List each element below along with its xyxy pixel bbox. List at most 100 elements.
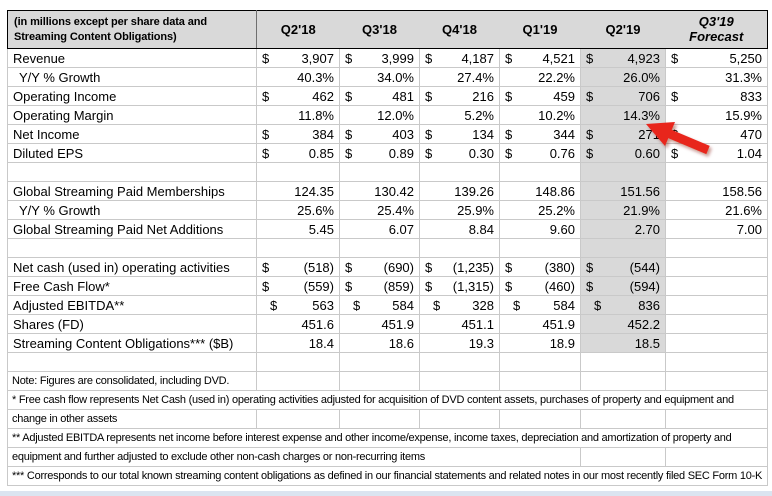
cell: $0.60 — [580, 143, 666, 163]
cell — [580, 162, 666, 182]
cell-value: (1,235) — [452, 259, 494, 275]
cell — [499, 162, 581, 182]
table-row: Shares (FD) 451.6 451.9 451.1 451.9 452.2 — [7, 314, 768, 334]
cell: $134 — [419, 124, 500, 144]
note-row: ** Adjusted EBITDA represents net income… — [7, 428, 768, 448]
dollar-sign: $ — [345, 88, 353, 104]
cell-value: 462 — [312, 88, 334, 104]
cell-value: (594) — [629, 278, 660, 294]
cell: 148.86 — [499, 181, 581, 201]
row-label: Y/Y % Growth — [7, 67, 257, 87]
table-row: Operating Income $462 $481 $216 $459 $706 $833 — [7, 86, 768, 106]
dollar-sign: $ — [671, 145, 679, 161]
cell-value: 328 — [472, 297, 494, 313]
row-label: Diluted EPS — [7, 143, 257, 163]
empty-cell — [499, 371, 581, 391]
cell — [339, 238, 420, 258]
dollar-sign: $ — [262, 50, 270, 66]
cell: 5.2% — [419, 105, 500, 125]
empty-cell — [499, 352, 581, 372]
cell: $ (544) — [580, 257, 666, 277]
note-row: Note: Figures are consolidated, includin… — [7, 371, 768, 391]
cell: 18.4 — [256, 333, 340, 353]
empty-cell — [665, 371, 768, 391]
cell-value: (380) — [544, 259, 575, 275]
col-header-q4-18: Q4'18 — [419, 10, 500, 49]
dollar-sign: $ — [586, 126, 594, 142]
col-header-q2-18: Q2'18 — [256, 10, 340, 49]
cell: 15.9% — [665, 105, 768, 125]
cell-value: 4,521 — [542, 50, 575, 66]
cell: $3,999 — [339, 48, 420, 68]
note-text: *** Corresponds to our total known strea… — [7, 466, 768, 486]
empty-cell — [339, 352, 420, 372]
dollar-sign: $ — [505, 126, 513, 142]
row-label: Streaming Content Obligations*** ($B) — [7, 333, 257, 353]
dollar-sign: $ — [513, 297, 521, 313]
cell: $ (1,235) — [419, 257, 500, 277]
cell-value: 271 — [638, 126, 660, 142]
cell — [419, 238, 500, 258]
cell-value: 344 — [553, 126, 575, 142]
cell: 26.0% — [580, 67, 666, 87]
cell: 124.35 — [256, 181, 340, 201]
row-label: Y/Y % Growth — [7, 200, 257, 220]
note-text: ** Adjusted EBITDA represents net income… — [7, 428, 768, 448]
row-label: Adjusted EBITDA** — [7, 295, 257, 315]
table-row: Net cash (used in) operating activities $… — [7, 257, 768, 277]
dollar-sign: $ — [345, 145, 353, 161]
row-label: Global Streaming Paid Memberships — [7, 181, 257, 201]
note-text: Note: Figures are consolidated, includin… — [7, 371, 257, 391]
cell: 25.2% — [499, 200, 581, 220]
cell-value: 470 — [740, 126, 762, 142]
dollar-sign: $ — [262, 145, 270, 161]
empty-cell — [580, 409, 666, 429]
forecast-quarter-label: Q3'19 — [698, 13, 734, 29]
cell: 451.9 — [339, 314, 420, 334]
row-label: Operating Income — [7, 86, 257, 106]
dollar-sign: $ — [262, 88, 270, 104]
empty-cell — [339, 409, 420, 429]
cell — [665, 333, 768, 353]
cell: 25.6% — [256, 200, 340, 220]
bottom-edge-strip — [0, 491, 772, 496]
cell: 452.2 — [580, 314, 666, 334]
note-row: equipment and further adjusted to exclud… — [7, 447, 768, 467]
cell-value: 584 — [392, 297, 414, 313]
cell-value: 0.60 — [634, 145, 660, 161]
cell-value: 216 — [472, 88, 494, 104]
cell: 130.42 — [339, 181, 420, 201]
cell-value: (544) — [629, 259, 660, 275]
cell: $470 — [665, 124, 768, 144]
header-row: (in millions except per share data and S… — [7, 10, 768, 49]
cell-value: 0.89 — [388, 145, 414, 161]
table-row: Diluted EPS $0.85 $0.89 $0.30 $0.76 $0.60 $1.0… — [7, 143, 768, 163]
dollar-sign: $ — [425, 50, 433, 66]
dollar-sign: $ — [270, 297, 278, 313]
cell: $ (594) — [580, 276, 666, 296]
dollar-sign: $ — [425, 126, 433, 142]
cell — [665, 314, 768, 334]
row-label: Free Cash Flow* — [7, 276, 257, 296]
financial-table: (in millions except per share data and S… — [7, 10, 768, 486]
cell: 9.60 — [499, 219, 581, 239]
row-label: Shares (FD) — [7, 314, 257, 334]
cell: 14.3% — [580, 105, 666, 125]
note-row: change in other assets — [7, 409, 768, 429]
cell: 7.00 — [665, 219, 768, 239]
cell: $344 — [499, 124, 581, 144]
cell — [665, 162, 768, 182]
dollar-sign: $ — [671, 126, 679, 142]
cell: $0.30 — [419, 143, 500, 163]
cell: 18.9 — [499, 333, 581, 353]
cell-value: (859) — [383, 278, 414, 294]
dollar-sign: $ — [586, 278, 594, 294]
dollar-sign: $ — [345, 126, 353, 142]
dollar-sign: $ — [425, 88, 433, 104]
empty-cell — [580, 352, 666, 372]
cell: $0.85 — [256, 143, 340, 163]
cell-value: 1.04 — [736, 145, 762, 161]
cell: 451.6 — [256, 314, 340, 334]
cell: $563 — [256, 295, 340, 315]
col-header-q1-19: Q1'19 — [499, 10, 581, 49]
